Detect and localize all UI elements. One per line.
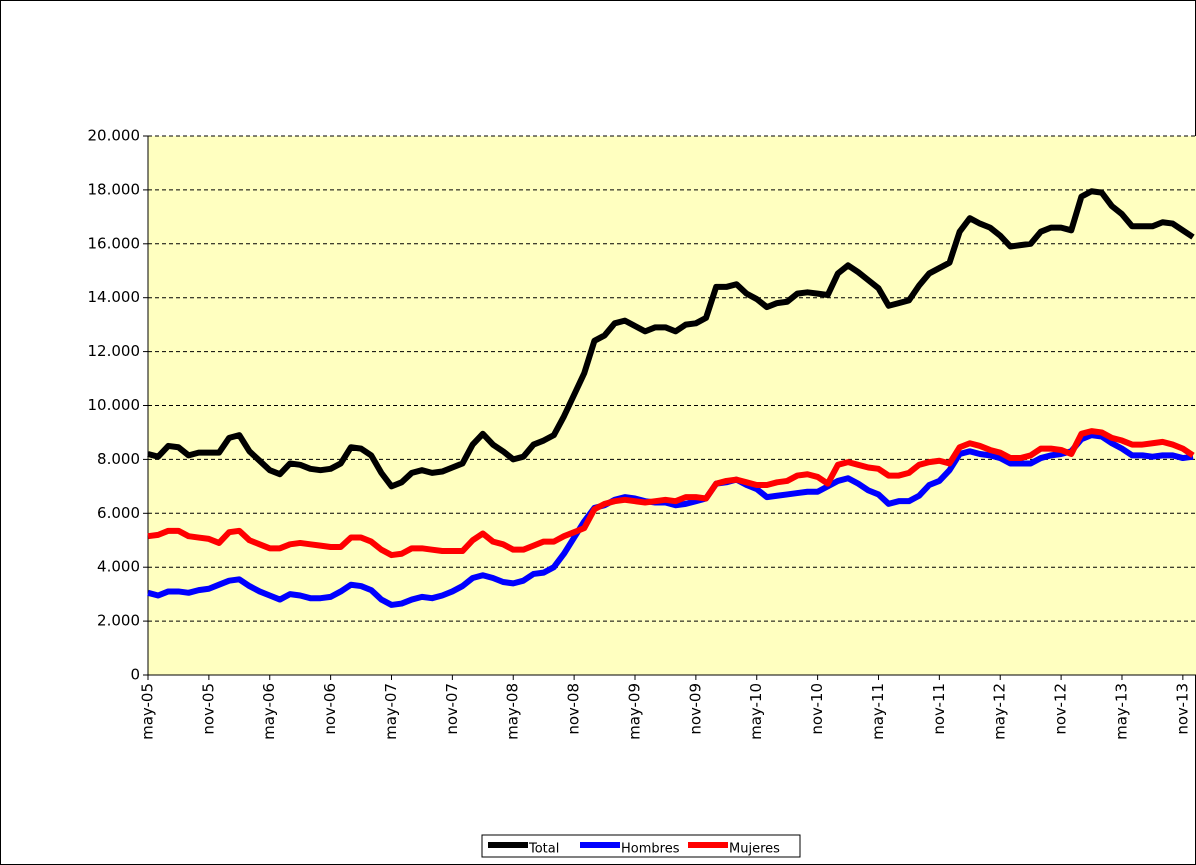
x-tick-label: may-05 [139,683,157,740]
x-tick-label: nov-07 [443,683,461,735]
legend-label: Hombres [621,842,680,857]
x-tick-label: nov-12 [1052,683,1070,735]
legend: Total Hombres Mujeres [481,834,801,858]
y-tick-label: 18.000 [88,180,141,198]
y-tick-label: 2.000 [97,612,140,630]
x-tick-label: nov-09 [686,683,704,735]
y-tick-label: 20.000 [88,127,141,145]
legend-label: Mujeres [729,842,780,857]
y-tick-label: 6.000 [97,504,140,522]
x-tick-label: may-13 [1112,683,1130,740]
x-tick-label: may-06 [260,683,278,740]
legend-box [481,834,801,858]
x-tick-label: may-11 [869,683,887,740]
y-tick-label: 16.000 [88,234,141,252]
legend-label: Total [528,842,559,857]
x-tick-label: may-12 [991,683,1009,740]
plot-area [148,136,1196,675]
x-tick-label: may-10 [747,683,765,740]
y-tick-label: 4.000 [97,558,140,576]
y-tick-label: 0 [130,666,140,684]
x-tick-label: nov-06 [321,683,339,735]
x-tick-label: nov-10 [808,683,826,735]
line-series [147,188,1195,490]
x-tick-label: nov-11 [930,683,948,735]
x-tick-label: nov-13 [1173,683,1191,735]
x-tick-label: may-09 [625,683,643,740]
x-tick-label: nov-08 [565,683,583,735]
y-tick-label: 8.000 [97,450,140,468]
y-tick-label: 12.000 [88,342,141,360]
y-tick-label: 14.000 [88,288,141,306]
x-tick-label: may-08 [504,683,522,740]
line-series [147,428,1195,559]
y-tick-label: 10.000 [88,396,141,414]
line-series [147,432,1194,608]
x-tick-label: nov-05 [199,683,217,735]
x-tick-label: may-07 [382,683,400,740]
